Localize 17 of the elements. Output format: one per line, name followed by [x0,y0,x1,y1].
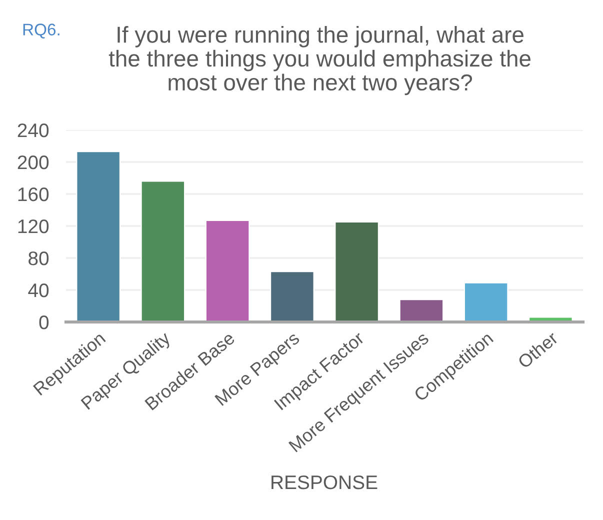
bar [76,151,121,322]
bar [464,282,508,322]
y-tick-label: 120 [18,219,49,234]
bar [270,271,314,322]
text: RQ6. [23,24,60,38]
y-tick-label: 0 [39,315,49,330]
y-tick-label: 240 [18,123,49,138]
bar [399,299,444,322]
bar [140,180,186,322]
y-tick-label: 80 [28,251,49,266]
y-tick-label: 200 [18,155,49,170]
chart-title: If you were running the journal, what are the three things you would emphasize the most over the next two years? [108,26,530,96]
bar [334,221,380,322]
y-tick-label: 160 [18,187,49,202]
bar [205,220,250,322]
y-tick-label: 40 [28,283,49,298]
x-axis-title: RESPONSE [272,475,378,490]
